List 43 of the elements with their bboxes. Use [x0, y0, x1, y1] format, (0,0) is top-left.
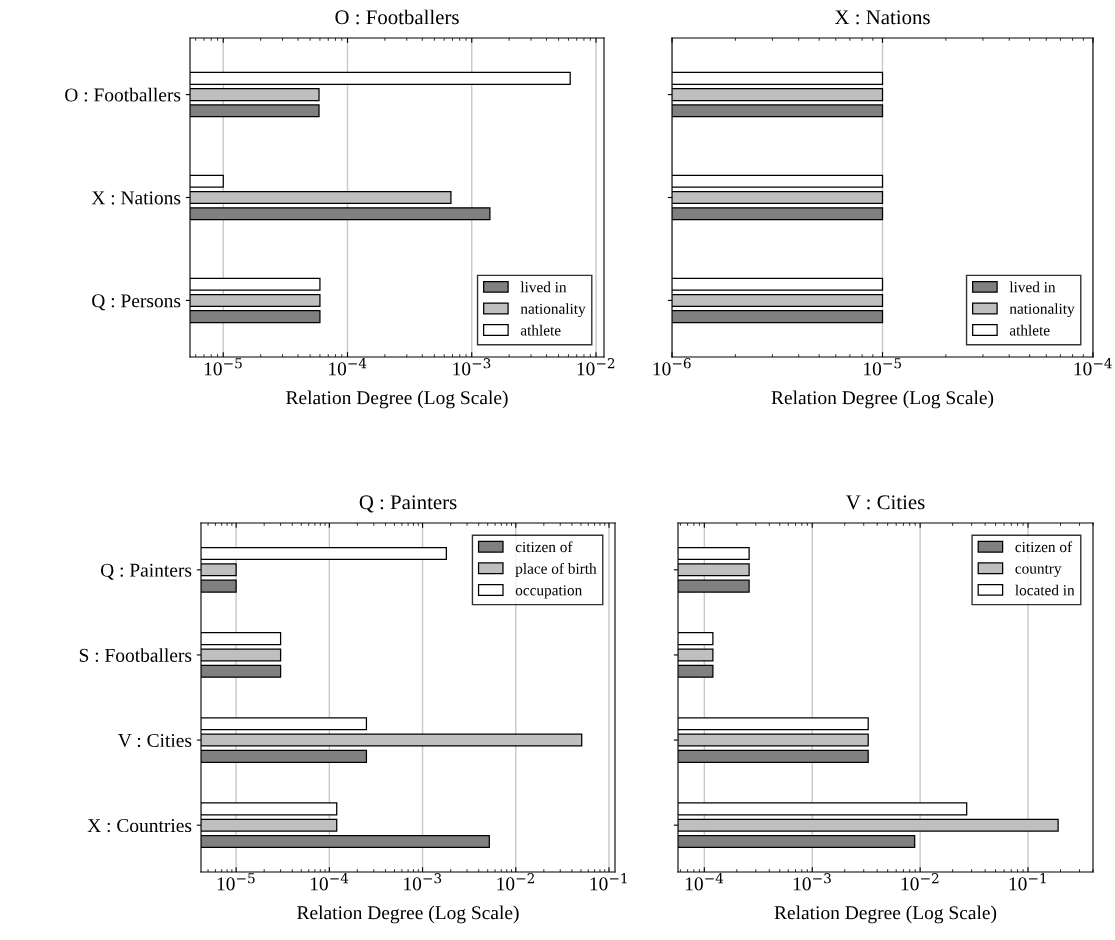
chart-title: Q : Painters: [359, 495, 457, 513]
y-tick-label: Q : Persons: [92, 294, 181, 311]
legend-label: country: [1015, 565, 1062, 577]
x-tick-label: 10$^{−5}$: [217, 873, 255, 891]
legend-label: lived in: [520, 281, 567, 293]
legend-label: nationality: [520, 303, 586, 318]
chart-title: V : Cities: [845, 495, 925, 510]
y-tick-label: X : Nations: [91, 191, 181, 205]
legend-label: citizen of: [1015, 541, 1073, 553]
legend-label: athlete: [520, 324, 561, 336]
legend-label: place of birth: [515, 562, 597, 577]
x-tick-label: 10$^{−3}$: [793, 873, 831, 891]
x-tick-label: 10$^{−4}$: [310, 873, 349, 891]
x-axis-title: Relation Degree (Log Scale): [286, 390, 508, 409]
y-tick-label: V : Cities: [117, 733, 192, 748]
legend-label: located in: [1015, 584, 1075, 596]
x-tick-label: 10$^{−3}$: [404, 873, 442, 891]
legend-label: athlete: [1009, 324, 1050, 336]
legend-label: nationality: [1009, 303, 1075, 318]
x-tick-label: 10$^{−2}$: [497, 873, 534, 891]
x-tick-label: 10$^{−1}$: [1009, 873, 1046, 891]
x-tick-label: 10$^{−5}$: [204, 358, 242, 376]
x-tick-label: 10$^{−2}$: [577, 358, 615, 376]
x-tick-label: 10$^{−2}$: [901, 873, 939, 891]
legend-label: occupation: [515, 585, 583, 599]
x-tick-label: 10$^{−3}$: [453, 358, 491, 376]
x-tick-label: 10$^{−1}$: [590, 873, 627, 891]
y-tick-label: S : Footballers: [79, 648, 192, 662]
x-axis-title: Relation Degree (Log Scale): [297, 905, 519, 924]
y-tick-label: O : Footballers: [65, 87, 181, 102]
x-tick-label: 10$^{−5}$: [864, 358, 902, 376]
x-axis-title: Relation Degree (Log Scale): [774, 905, 997, 924]
chart-title: X : Nations: [834, 10, 930, 25]
x-tick-label: 10$^{−4}$: [685, 873, 724, 891]
y-tick-label: X : Countries: [87, 819, 192, 833]
legend-label: lived in: [1009, 281, 1056, 293]
x-tick-label: 10$^{−4}$: [329, 358, 367, 376]
legend-label: citizen of: [515, 541, 573, 553]
x-tick-label: 10$^{−4}$: [1074, 358, 1112, 376]
x-tick-label: 10$^{−6}$: [653, 358, 691, 376]
x-axis-title: Relation Degree (Log Scale): [771, 390, 994, 409]
chart-title: O : Footballers: [335, 9, 459, 25]
y-tick-label: Q : Painters: [100, 563, 192, 580]
